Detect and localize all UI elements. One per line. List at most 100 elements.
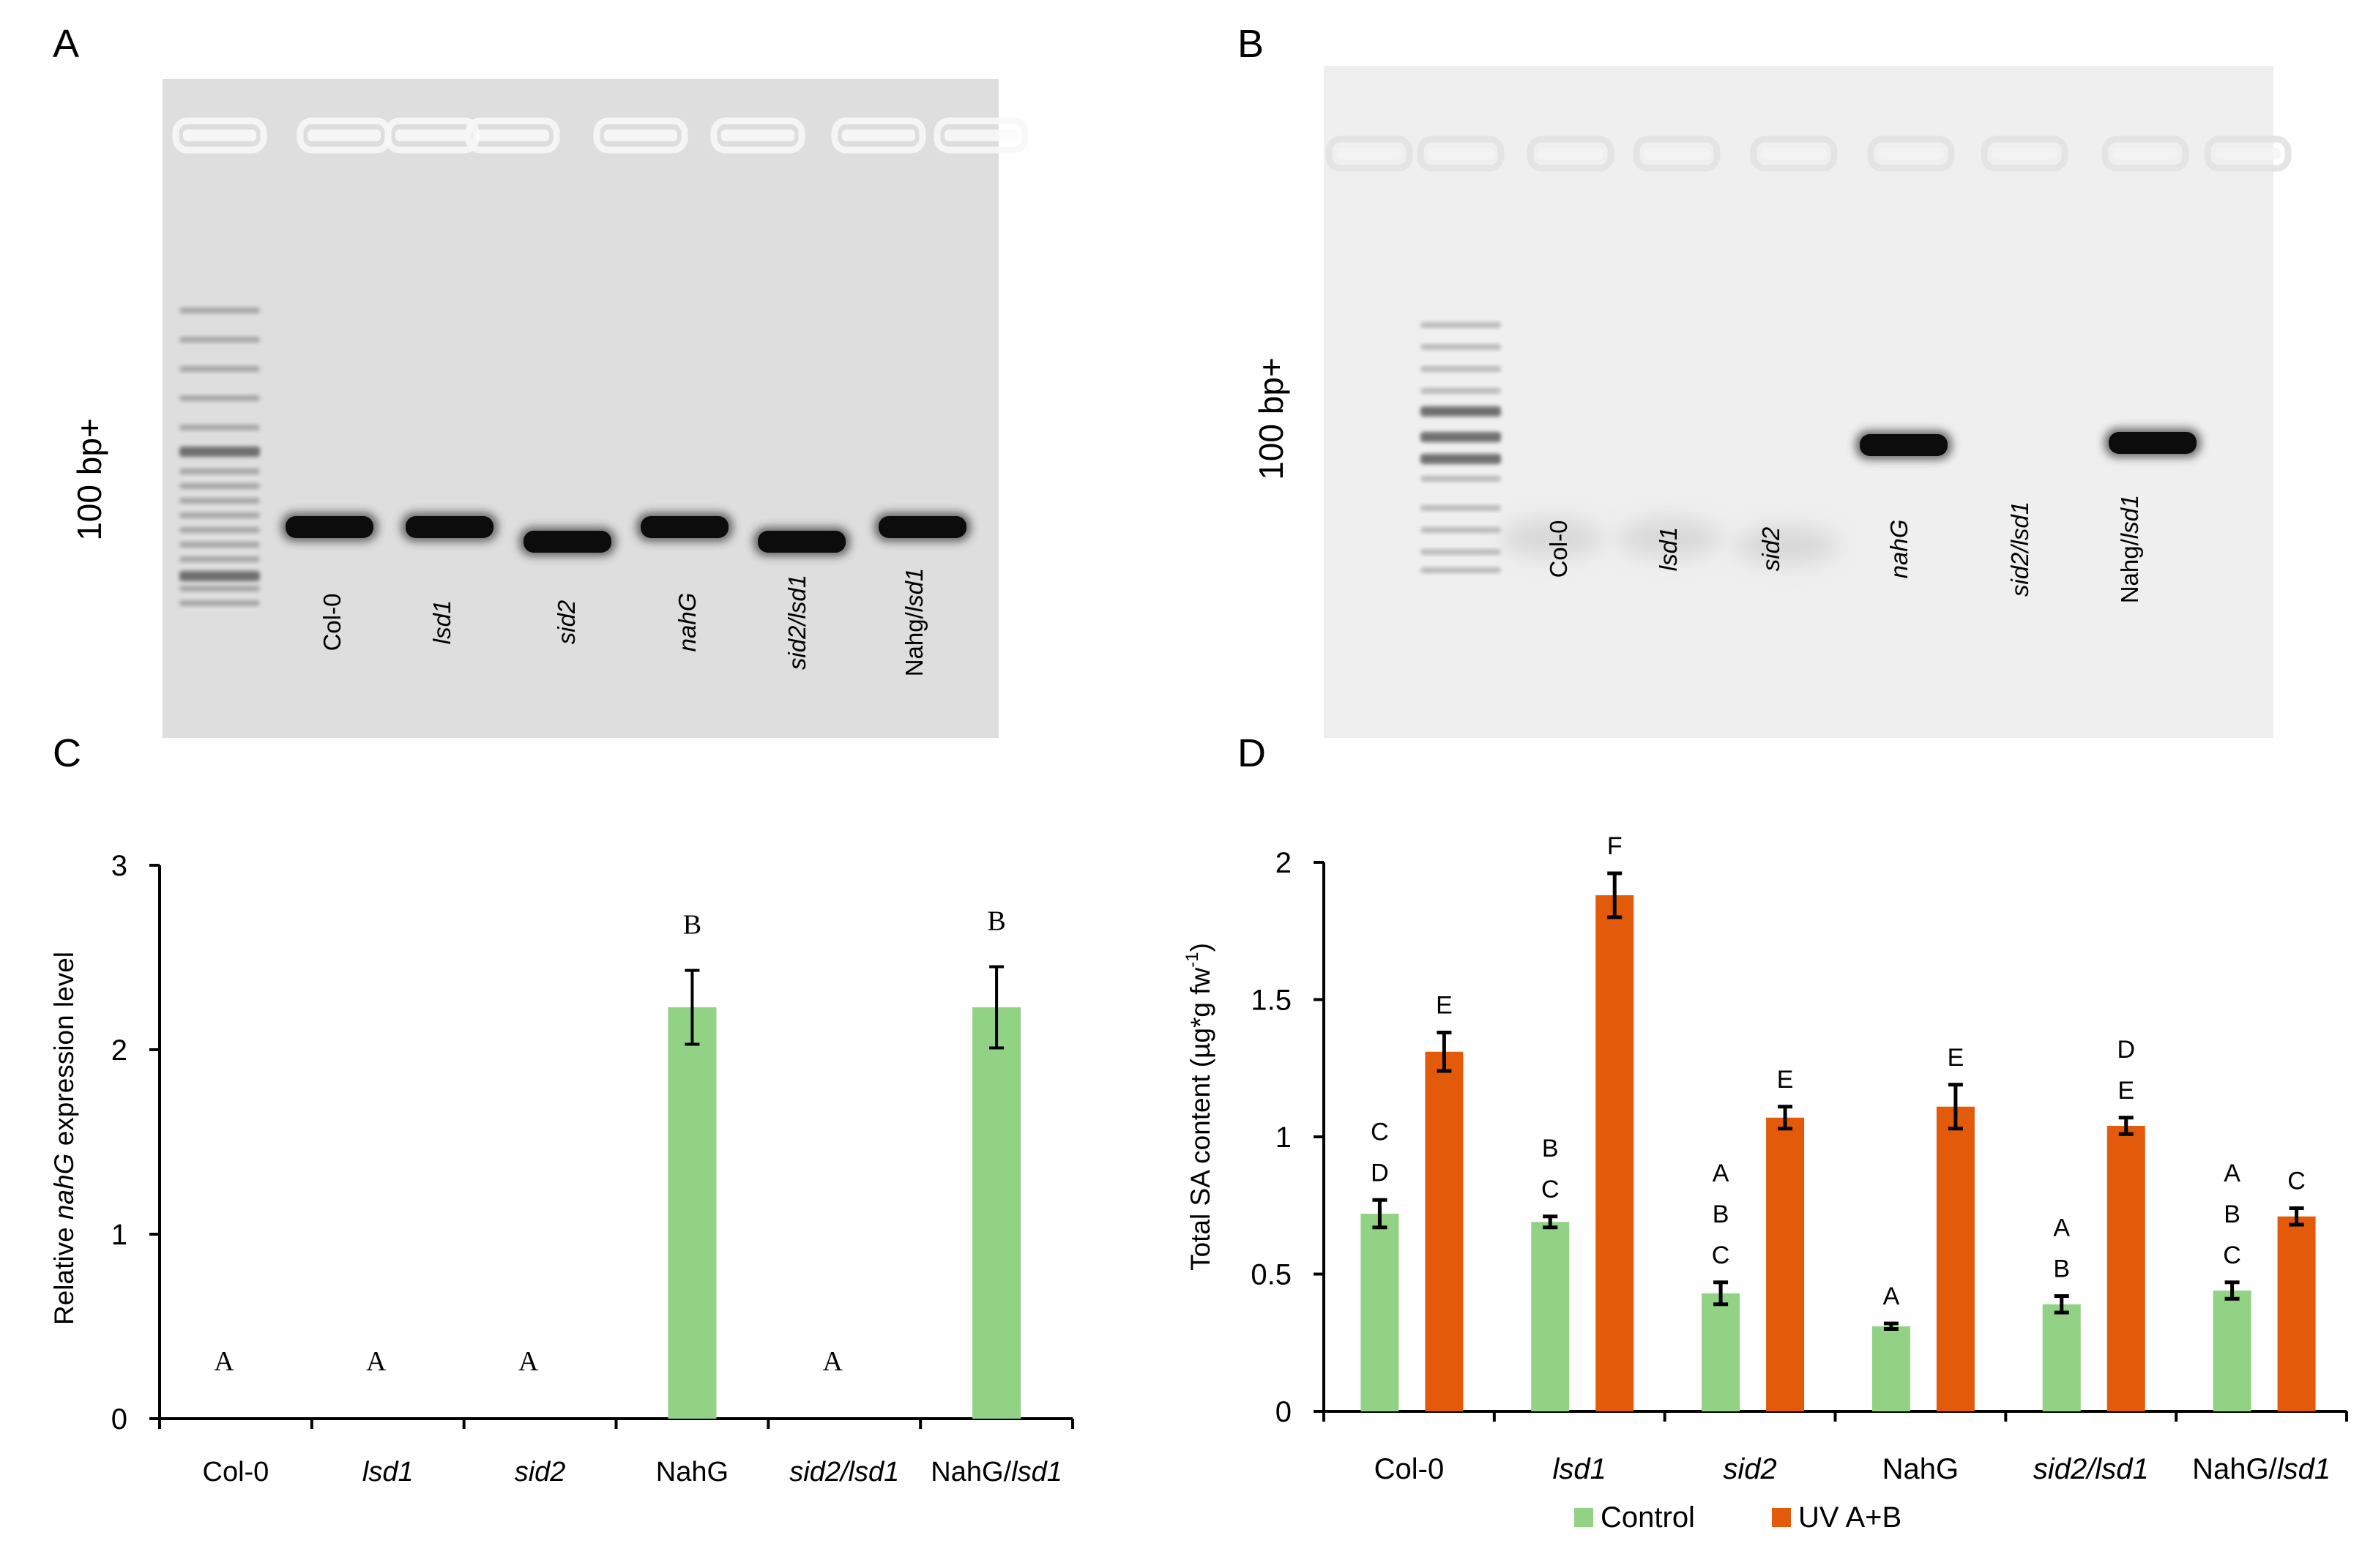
faint-band [1618, 518, 1721, 559]
ylabel-part: Relative [49, 1220, 79, 1325]
ladder-band [179, 425, 260, 430]
significance-letter: E [1436, 992, 1453, 1020]
ladder-band [179, 512, 260, 518]
bar-uv-a-b-sid2 [1766, 1117, 1805, 1411]
ladder-band [179, 337, 260, 343]
gel-image-b: Col-0 lsd1 sid2 nahG sid2/lsd1 Nahg/lsd1 [1324, 66, 2292, 738]
gel-b-ladder [1420, 322, 1501, 573]
ylabel-part: ) [1185, 943, 1215, 952]
gel-well [1527, 135, 1614, 172]
ylabel-superscript: -1 [1182, 952, 1202, 967]
chart-d-legend: Control UV A+B [1574, 1501, 1901, 1534]
x-tick-label-col-0: Col-0 [203, 1457, 269, 1487]
gel-well-inner [721, 130, 794, 141]
x-tick-label-lsd1: lsd1 [362, 1457, 414, 1487]
ladder-band [1420, 567, 1501, 573]
ladder-band [179, 556, 260, 562]
label-part: NahG/ [931, 1457, 1011, 1487]
chart-c-axes: 0 1 2 3 Col-0 lsd1 sid2 NahG sid2/lsd1 NahG/lsd1 [111, 850, 1074, 1487]
ladder-band [1420, 476, 1501, 482]
gel-well-inner [842, 130, 915, 141]
gel-well-inner [604, 130, 677, 141]
significance-letter: A [2224, 1160, 2240, 1187]
legend-swatch-uv-a-b [1772, 1508, 1791, 1527]
dna-band [879, 516, 966, 538]
bar-control-sid2 [1702, 1293, 1740, 1411]
label-part: Nahg/ [901, 611, 928, 676]
label-part-italic: lsd1 [2277, 1453, 2331, 1485]
gel-a-background [163, 79, 999, 738]
ladder-band [1420, 344, 1501, 350]
gel-well [2101, 135, 2189, 172]
ladder-band [179, 366, 260, 372]
ylabel-part: Total SA content (µg*g fw [1185, 967, 1215, 1270]
dna-band [2109, 432, 2197, 454]
gel-a-lane-labels: Col-0 lsd1 sid2 nahG sid2/lsd1 Nahg/lsd1 [318, 568, 928, 677]
bar-nahg [668, 1007, 717, 1419]
x-tick-label-sid2: sid2 [1723, 1453, 1776, 1485]
bar-nahg-lsd1 [972, 1007, 1021, 1419]
gel-well [1750, 135, 1838, 172]
gel-a-wells [172, 117, 1029, 154]
significance-letter: C [1371, 1118, 1389, 1146]
significance-letter: E [1948, 1044, 1964, 1072]
gel-a-bands [281, 512, 971, 556]
gel-a-marker-label: 100 bp+ [70, 418, 108, 541]
dna-band [286, 516, 373, 538]
dna-band [524, 531, 611, 553]
significance-letter: A [2053, 1214, 2070, 1242]
ladder-band [1420, 505, 1501, 511]
significance-letter: C [1712, 1242, 1730, 1269]
gel-well-inner [945, 130, 1018, 141]
bar-uv-a-b-nahg [1936, 1106, 1975, 1411]
bar-uv-a-b-sid2-lsd1 [2106, 1126, 2145, 1411]
x-tick-label-sid2: sid2 [515, 1457, 566, 1487]
lane-label-col-0: Col-0 [318, 594, 346, 652]
significance-letter: A [1713, 1160, 1729, 1187]
gel-well-inner [1428, 148, 1494, 160]
gel-well [172, 117, 267, 154]
significance-letter: D [2117, 1036, 2135, 1064]
ladder-band [179, 542, 260, 548]
x-tick-label-lsd1: lsd1 [1553, 1453, 1606, 1485]
y-tick-label: 2 [111, 1034, 127, 1067]
significance-letter: A [1883, 1283, 1900, 1310]
lane-label-nahg: nahG [1885, 520, 1912, 579]
ladder-band [1420, 366, 1501, 372]
ladder-band [1420, 406, 1501, 417]
ladder-band [179, 395, 260, 401]
ladder-band [179, 447, 260, 457]
significance-letter: B [2224, 1201, 2240, 1228]
bar-uv-a-b-lsd1 [1595, 895, 1634, 1411]
lane-label-lsd1: lsd1 [1655, 527, 1682, 572]
ladder-band [179, 483, 260, 489]
ladder-band [179, 468, 260, 474]
gel-b-wells [1325, 135, 2292, 172]
significance-letter: E [1777, 1066, 1794, 1094]
x-tick-label-nahg: NahG [1882, 1453, 1959, 1485]
lane-label-col-0: Col-0 [1545, 520, 1572, 578]
gel-well-inner [1336, 148, 1402, 160]
significance-letter: B [1713, 1201, 1729, 1228]
gel-well [593, 117, 688, 154]
lane-label-sid2-lsd1: sid2/lsd1 [2006, 501, 2033, 597]
chart-c-bars: A A A B A B [214, 906, 1021, 1419]
panel-label-b: B [1237, 22, 1264, 66]
y-tick-label: 0 [111, 1403, 127, 1436]
x-tick-label-nahg-lsd1: NahG/lsd1 [2192, 1453, 2331, 1485]
gel-well [831, 117, 926, 154]
gel-well [1417, 135, 1505, 172]
x-tick-label-sid2-lsd1: sid2/lsd1 [789, 1457, 899, 1487]
label-part-italic: lsd1 [1011, 1457, 1062, 1487]
ladder-band [179, 527, 260, 533]
gel-well [1981, 135, 2068, 172]
gel-well [2204, 135, 2292, 172]
dna-band [1860, 434, 1948, 456]
dna-band [641, 516, 729, 538]
ladder-band [1420, 527, 1501, 533]
chart-d: 0 0.5 1 1.5 2 Col-0 lsd1 sid2 NahG sid2/lsd1 NahG/… [1182, 832, 2348, 1534]
bar-control-nahg [1871, 1326, 1910, 1411]
lane-label-sid2-lsd1: sid2/lsd1 [783, 575, 811, 670]
